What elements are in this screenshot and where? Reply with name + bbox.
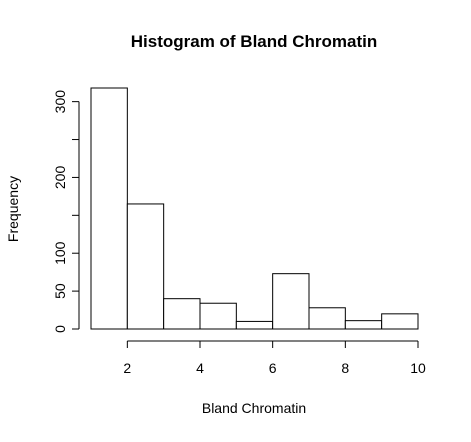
bar-1-2	[90, 87, 128, 330]
bar-5-6	[235, 320, 274, 330]
x-tick-label-10: 10	[410, 360, 426, 376]
x-tick-label-8: 8	[341, 360, 349, 376]
y-axis-label: Frequency	[5, 176, 21, 242]
bar-2-3	[126, 203, 165, 330]
x-tick-label-4: 4	[196, 360, 204, 376]
x-axis: 2 4 6 8 10	[123, 340, 426, 376]
bar-9-10	[381, 313, 419, 330]
y-tick-label-0: 0	[52, 325, 68, 333]
x-tick-label-6: 6	[269, 360, 277, 376]
y-axis: 0 50 100 200 300	[52, 90, 80, 333]
x-tick-label-2: 2	[123, 360, 131, 376]
y-tick-label-300: 300	[52, 90, 68, 114]
chart-title: Histogram of Bland Chromatin	[131, 32, 378, 51]
bar-7-8	[308, 307, 346, 330]
y-tick-label-50: 50	[52, 283, 68, 299]
bar-6-7	[272, 273, 310, 330]
x-axis-label: Bland Chromatin	[202, 400, 306, 416]
bar-4-5	[199, 302, 237, 330]
bar-8-9	[344, 320, 383, 330]
y-tick-label-100: 100	[52, 241, 68, 265]
y-tick-label-200: 200	[52, 166, 68, 190]
bar-3-4	[163, 298, 201, 330]
bars-group	[90, 87, 419, 330]
